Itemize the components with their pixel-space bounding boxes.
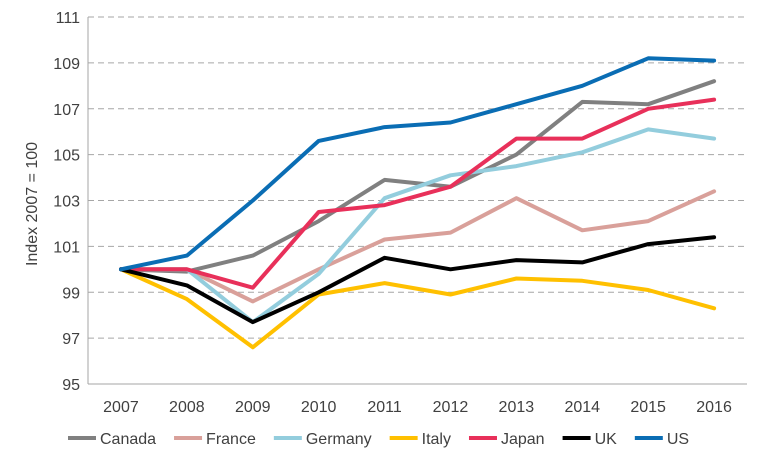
series-line-japan <box>121 100 714 288</box>
x-tick-label: 2013 <box>499 399 535 416</box>
legend-label: US <box>667 431 689 448</box>
x-tick-label: 2012 <box>433 399 469 416</box>
legend-label: France <box>206 431 256 448</box>
x-tick-label: 2011 <box>367 399 402 416</box>
y-tick-label: 97 <box>62 331 80 348</box>
legend-label: Italy <box>422 431 451 448</box>
x-tick-label: 2010 <box>301 399 337 416</box>
y-tick-label: 109 <box>53 56 80 73</box>
legend-label: Germany <box>306 431 372 448</box>
legend-label: UK <box>595 431 618 448</box>
y-tick-label: 111 <box>56 10 80 27</box>
series-line-canada <box>121 81 714 271</box>
x-tick-label: 2009 <box>235 399 271 416</box>
y-tick-label: 105 <box>53 148 80 165</box>
x-tick-label: 2015 <box>630 399 666 416</box>
legend: Canada France Germany Italy Japan UK US <box>68 431 689 448</box>
chart-canvas: 95 97 99 101 103 105 107 109 111 2007 2008 2009 2010… <box>0 0 766 461</box>
y-tick-label: 99 <box>62 285 80 302</box>
y-axis-label: Index 2007 = 100 <box>24 142 41 266</box>
x-tick-label: 2008 <box>169 399 205 416</box>
series-layer <box>121 58 714 347</box>
y-tick-label: 101 <box>53 239 80 256</box>
x-tick-label: 2007 <box>103 399 139 416</box>
y-tick-label: 107 <box>53 102 80 119</box>
legend-label: Japan <box>501 431 545 448</box>
axis-layer: 95 97 99 101 103 105 107 109 111 2007 2008 2009 2010… <box>53 10 747 416</box>
y-tick-label: 103 <box>53 194 80 211</box>
x-tick-label: 2016 <box>696 399 732 416</box>
legend-label: Canada <box>100 431 156 448</box>
line-chart: 95 97 99 101 103 105 107 109 111 2007 2008 2009 2010… <box>0 0 766 461</box>
y-tick-label: 95 <box>62 377 80 394</box>
x-tick-label: 2014 <box>564 399 600 416</box>
